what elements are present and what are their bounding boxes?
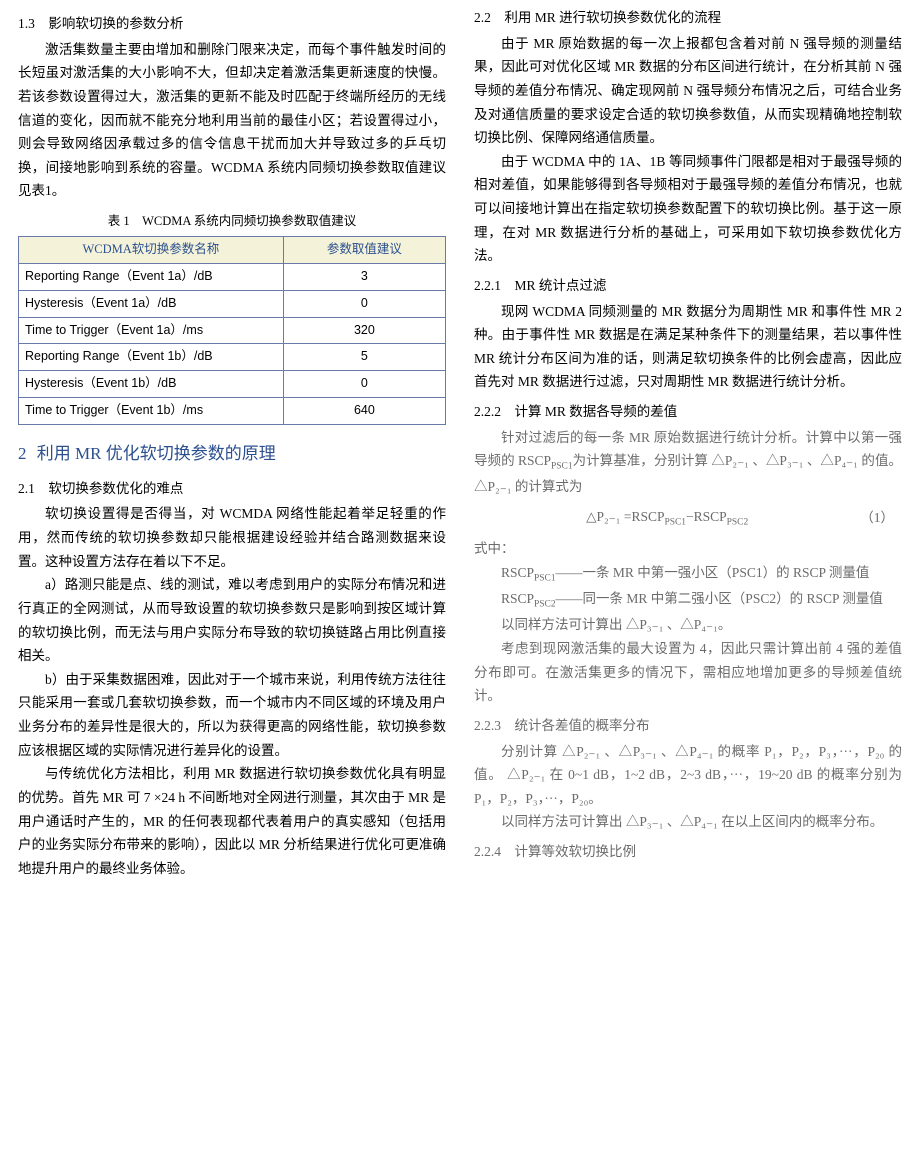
sec-2-heading: 2 利用 MR 优化软切换参数的原理	[18, 439, 446, 469]
rscp-desc-2: RSCPPSC2——同一条 MR 中第二强小区（PSC2）的 RSCP 测量值	[474, 587, 902, 613]
sec-2-2-2-p2: 以同样方法可计算出 △P₃₋₁ 、△P₄₋₁。	[474, 613, 902, 637]
sec-2-1-p2: 与传统优化方法相比，利用 MR 数据进行软切换参数优化具有明显的优势。首先 MR…	[18, 762, 446, 880]
table-cell: 640	[283, 398, 445, 425]
sec-2-2-4-heading: 2.2.4 计算等效软切换比例	[474, 840, 902, 864]
rscp-desc-1: RSCPPSC1——一条 MR 中第一强小区（PSC1）的 RSCP 测量值	[474, 561, 902, 587]
sec-2-2-2-p1: 针对过滤后的每一条 MR 原始数据进行统计分析。计算中以第一强导频的 RSCPP…	[474, 426, 902, 499]
sec-1-3-para: 激活集数量主要由增加和删除门限来决定，而每个事件触发时间的长短虽对激活集的大小影…	[18, 38, 446, 203]
table-cell: 0	[283, 371, 445, 398]
sec-2-2-3-p2: 以同样方法可计算出 △P₃₋₁ 、△P₄₋₁ 在以上区间内的概率分布。	[474, 810, 902, 834]
table-row: Reporting Range（Event 1b）/dB 5	[19, 344, 446, 371]
table-row: Time to Trigger（Event 1b）/ms 640	[19, 398, 446, 425]
sec-2-2-1-heading: 2.2.1 MR 统计点过滤	[474, 274, 902, 298]
table-cell: 3	[283, 263, 445, 290]
sec-2-1-pb: b）由于采集数据困难，因此对于一个城市来说，利用传统方法往往只能采用一套或几套软…	[18, 668, 446, 763]
table-1-h0: WCDMA软切换参数名称	[19, 236, 284, 263]
sec-2-text: 利用 MR 优化软切换参数的原理	[37, 444, 276, 463]
sec-2-2-3-p1: 分别计算 △P₂₋₁ 、△P₃₋₁ 、△P₄₋₁ 的概率 P₁，P₂，P₃，··…	[474, 740, 902, 811]
table-1-h1: 参数取值建议	[283, 236, 445, 263]
sec-2-2-heading: 2.2 利用 MR 进行软切换参数优化的流程	[474, 6, 902, 30]
sec-2-num: 2	[18, 444, 27, 463]
sec-2-1-pa: a）路测只能是点、线的测试，难以考虑到用户的实际分布情况和进行真正的全网测试，从…	[18, 573, 446, 668]
sec-2-2-3-heading: 2.2.3 统计各差值的概率分布	[474, 714, 902, 738]
shizhong: 式中：	[474, 537, 902, 561]
sec-2-1-heading: 2.1 软切换参数优化的难点	[18, 477, 446, 501]
table-row: Reporting Range（Event 1a）/dB 3	[19, 263, 446, 290]
equation-1: △P₂₋₁ =RSCPPSC1−RSCPPSC2 （1）	[474, 505, 902, 531]
sec-1-3-heading: 1.3 影响软切换的参数分析	[18, 12, 446, 36]
table-cell: Time to Trigger（Event 1b）/ms	[19, 398, 284, 425]
table-cell: Reporting Range（Event 1a）/dB	[19, 263, 284, 290]
sec-2-2-1-para: 现网 WCDMA 同频测量的 MR 数据分为周期性 MR 和事件性 MR 2 种…	[474, 300, 902, 395]
sec-2-1-p1: 软切换设置得是否得当，对 WCMDA 网络性能起着举足轻重的作用，然而传统的软切…	[18, 502, 446, 573]
table-1-caption: 表 1 WCDMA 系统内同频切换参数取值建议	[18, 211, 446, 233]
sec-2-2-2-heading: 2.2.2 计算 MR 数据各导频的差值	[474, 400, 902, 424]
table-row: Hysteresis（Event 1b）/dB 0	[19, 371, 446, 398]
table-cell: Time to Trigger（Event 1a）/ms	[19, 317, 284, 344]
equation-1-num: （1）	[860, 506, 902, 530]
table-cell: Reporting Range（Event 1b）/dB	[19, 344, 284, 371]
table-cell: 320	[283, 317, 445, 344]
table-cell: 0	[283, 290, 445, 317]
table-cell: Hysteresis（Event 1a）/dB	[19, 290, 284, 317]
sec-2-2-2-p3: 考虑到现网激活集的最大设置为 4，因此只需计算出前 4 强的差值分布即可。在激活…	[474, 637, 902, 708]
table-1: WCDMA软切换参数名称 参数取值建议 Reporting Range（Even…	[18, 236, 446, 425]
table-cell: 5	[283, 344, 445, 371]
table-row: Time to Trigger（Event 1a）/ms 320	[19, 317, 446, 344]
right-p1: 由于 MR 原始数据的每一次上报都包含着对前 N 强导频的测量结果，因此可对优化…	[474, 32, 902, 150]
right-p2: 由于 WCDMA 中的 1A、1B 等同频事件门限都是相对于最强导频的相对差值，…	[474, 150, 902, 268]
table-1-block: 表 1 WCDMA 系统内同频切换参数取值建议 WCDMA软切换参数名称 参数取…	[18, 211, 446, 425]
table-cell: Hysteresis（Event 1b）/dB	[19, 371, 284, 398]
table-row: Hysteresis（Event 1a）/dB 0	[19, 290, 446, 317]
